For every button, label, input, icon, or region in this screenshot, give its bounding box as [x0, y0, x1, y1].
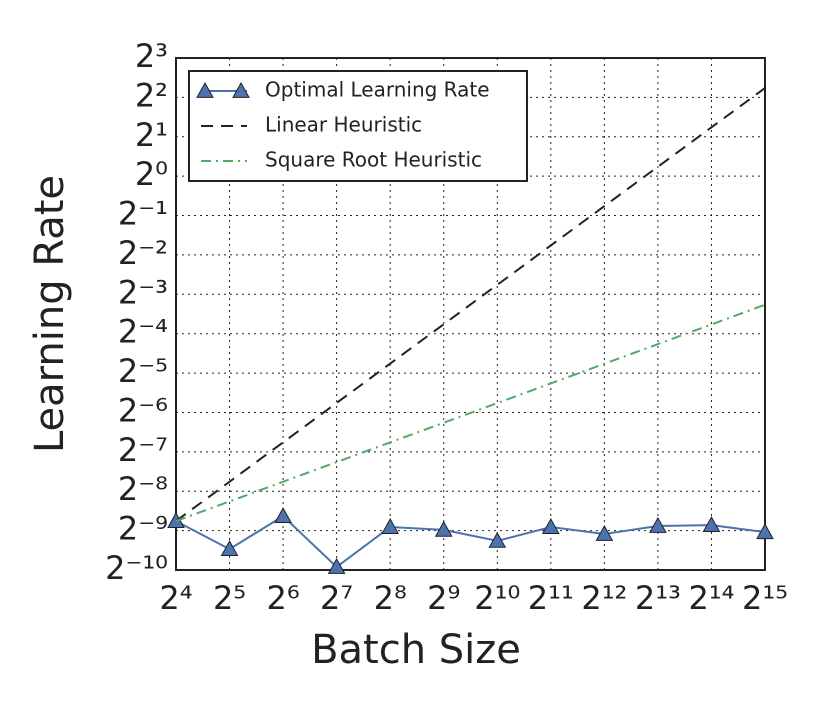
y-tick-label: 2⁻¹ [118, 195, 168, 233]
x-tick-label: 2¹³ [635, 579, 681, 617]
y-tick-label: 2⁻⁷ [118, 431, 168, 469]
point-marker [756, 523, 774, 540]
x-axis-label: Batch Size [311, 627, 521, 673]
legend-marker [232, 81, 250, 98]
point-marker [649, 516, 667, 533]
x-tick-label: 2⁸ [374, 579, 407, 617]
x-tick-label: 2¹⁴ [688, 579, 734, 617]
x-tick-label: 2⁵ [213, 579, 246, 617]
x-tick-label: 2¹⁵ [742, 579, 788, 617]
y-tick-label: 2⁻¹⁰ [105, 549, 168, 587]
plot-frame [175, 57, 766, 571]
y-tick-label: 2⁻⁴ [118, 313, 168, 351]
legend-label: Linear Heuristic [265, 113, 422, 137]
point-marker [274, 507, 292, 524]
point-marker [381, 518, 400, 534]
y-tick-label: 2² [135, 76, 168, 114]
series-line [176, 87, 765, 522]
y-tick-label: 2⁰ [135, 155, 168, 193]
y-tick-label: 2⁻⁸ [118, 470, 168, 508]
y-tick-label: 2⁻³ [118, 273, 168, 311]
y-tick-label: 2⁻⁶ [118, 391, 168, 429]
point-marker [327, 557, 346, 574]
x-tick-label: 2⁹ [427, 579, 460, 617]
y-tick-label: 2³ [135, 37, 168, 75]
series-line [176, 303, 765, 523]
legend-marker [196, 81, 214, 98]
x-tick-label: 2⁴ [159, 579, 192, 617]
y-axis-label: Learning Rate [27, 175, 73, 453]
y-tick-label: 2⁻⁹ [118, 510, 168, 548]
point-marker [702, 516, 721, 533]
y-tick-label: 2⁻⁵ [118, 352, 168, 390]
point-marker [488, 531, 507, 548]
point-marker [434, 520, 453, 537]
point-marker [541, 518, 560, 534]
legend-label: Optimal Learning Rate [265, 78, 490, 102]
series-line [176, 514, 765, 569]
x-tick-label: 2¹⁰ [474, 579, 520, 617]
y-tick-label: 2⁻² [118, 234, 168, 272]
point-marker [220, 540, 239, 557]
x-tick-label: 2⁷ [320, 579, 353, 617]
legend-label: Square Root Heuristic [265, 148, 482, 172]
x-tick-label: 2¹¹ [528, 579, 574, 617]
y-tick-label: 2¹ [135, 116, 168, 154]
x-tick-label: 2¹² [581, 579, 627, 617]
point-marker [595, 524, 614, 541]
x-tick-label: 2⁶ [266, 579, 299, 617]
